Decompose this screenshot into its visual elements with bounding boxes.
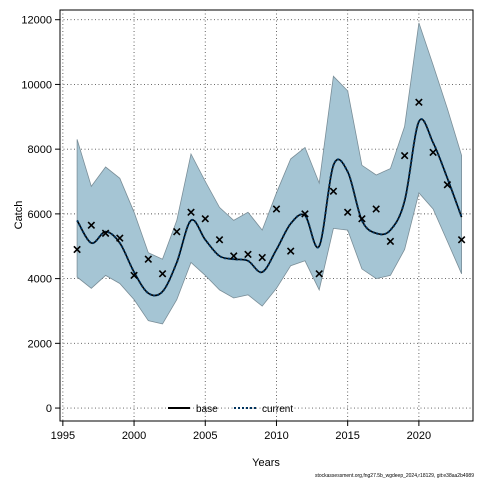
observed-point (301, 210, 309, 218)
observed-point (215, 236, 224, 244)
observed-point (201, 214, 210, 223)
observed-markers (73, 98, 466, 280)
observed-point (101, 229, 110, 238)
x-tick-label: 2020 (407, 430, 431, 442)
observed-point (343, 208, 352, 217)
observed-point (158, 269, 167, 278)
y-tick-label: 0 (46, 403, 52, 415)
observed-point (116, 234, 124, 242)
observed-point (386, 237, 395, 246)
observed-point (272, 205, 281, 213)
observed-point (244, 250, 252, 259)
observed-point (415, 98, 423, 106)
y-axis-title: Catch (13, 201, 25, 230)
y-tick-label: 8000 (28, 144, 52, 156)
observed-point (457, 236, 466, 244)
observed-point (130, 271, 138, 280)
observed-point (258, 253, 266, 262)
y-tick-label: 10000 (21, 79, 52, 91)
legend-label-base: base (196, 404, 218, 415)
x-tick-label: 2015 (335, 430, 359, 442)
observed-point (229, 252, 238, 260)
observed-point (187, 208, 195, 217)
observed-point (400, 151, 409, 160)
observed-point (315, 269, 323, 278)
observed-point (372, 205, 380, 213)
y-tick-label: 6000 (28, 209, 52, 221)
observed-point (329, 187, 338, 195)
observed-point (144, 255, 153, 263)
legend: base current (168, 404, 293, 415)
observed-point (358, 214, 366, 223)
legend-label-current: current (262, 404, 293, 415)
observed-point (286, 247, 295, 255)
footnote: stockassessment.org,fng27.5b_wgdeep_2024… (315, 473, 474, 479)
confidence-band (76, 22, 462, 325)
observed-point (73, 245, 81, 254)
x-tick-label: 2000 (122, 430, 146, 442)
y-tick-label: 2000 (28, 338, 52, 350)
observed-point (173, 227, 181, 236)
x-tick-label: 1995 (51, 430, 75, 442)
y-tick-label: 4000 (28, 274, 52, 286)
x-tick-label: 2005 (193, 430, 217, 442)
y-tick-label: 12000 (21, 15, 52, 27)
x-axis-title: Years (252, 457, 280, 469)
plot-frame (59, 9, 474, 422)
series-current-line (76, 118, 463, 297)
observed-point (87, 221, 96, 229)
axes: 1995 2000 2005 2010 2015 2020 0 2000 4000 6000 800… (21, 15, 431, 442)
observed-point (443, 180, 452, 189)
x-tick-label: 2010 (264, 430, 288, 442)
observed-point (429, 148, 437, 157)
